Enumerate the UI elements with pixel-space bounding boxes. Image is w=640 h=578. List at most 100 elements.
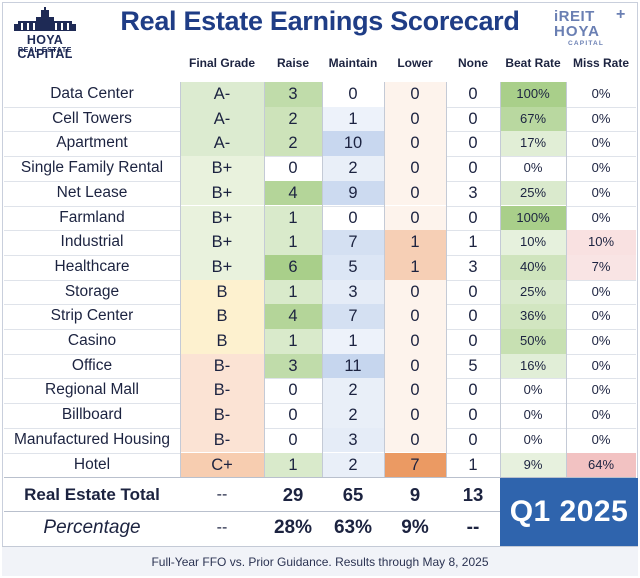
table-row: Healthcare B+ 6 5 1 3 40% 7%	[4, 254, 636, 280]
cell-lower: 0	[384, 156, 446, 181]
cell-lower: 7	[384, 452, 446, 478]
row-separator	[4, 156, 636, 158]
cell-lower: 0	[384, 403, 446, 428]
total-maintain: 65	[342, 484, 364, 505]
table-row: Regional Mall B- 0 2 0 0 0% 0%	[4, 378, 636, 404]
cell-raise: 2	[264, 106, 322, 132]
column-header-miss: Miss Rate	[572, 56, 630, 70]
cell-lower: 0	[384, 279, 446, 305]
cell-miss: 0%	[591, 86, 611, 101]
cell-raise: 0	[288, 381, 298, 400]
total-grade: --	[216, 486, 228, 503]
cell-none: 0	[468, 134, 478, 153]
cell-maintain: 2	[322, 378, 384, 404]
cell-none: 3	[468, 257, 478, 276]
cell-none: 3	[468, 183, 478, 202]
column-header-grade: Final Grade	[188, 56, 256, 70]
cell-lower: 0	[384, 378, 446, 404]
column-divider	[180, 82, 181, 477]
cell-maintain: 0	[348, 85, 358, 103]
cell-raise: 1	[264, 205, 322, 231]
cell-raise: 3	[264, 353, 322, 379]
cell-none: 0	[468, 406, 478, 425]
table-row: Cell Towers A- 2 1 0 0 67% 0%	[4, 106, 636, 132]
cell-sector: Healthcare	[54, 257, 130, 275]
cell-grade: B+	[180, 230, 264, 255]
percentage-maintain: 63%	[333, 517, 373, 538]
cell-beat: 36%	[500, 304, 566, 329]
cell-none: 0	[468, 307, 478, 326]
cell-maintain: 5	[322, 254, 384, 280]
row-separator	[4, 378, 636, 380]
cell-grade: B+	[180, 254, 264, 280]
table-row: Strip Center B 4 7 0 0 36% 0%	[4, 304, 636, 329]
cell-raise: 1	[264, 329, 322, 354]
cell-none: 1	[468, 455, 478, 474]
cell-maintain: 2	[322, 156, 384, 181]
cell-none: 0	[468, 430, 478, 449]
cell-lower: 0	[384, 353, 446, 379]
cell-none: 0	[468, 85, 478, 103]
cell-sector: Industrial	[60, 233, 124, 251]
column-header-maintain: Maintain	[328, 56, 378, 70]
cell-grade: B	[180, 304, 264, 329]
ireit-hoya-logo: iREIT + HOYA CAPITAL	[552, 6, 634, 52]
cell-lower: 0	[384, 131, 446, 157]
cell-maintain: 1	[322, 106, 384, 132]
cell-sector: Regional Mall	[45, 381, 139, 399]
cell-grade: B+	[180, 205, 264, 231]
cell-raise: 0	[288, 430, 298, 449]
cell-miss: 10%	[566, 230, 636, 255]
total-label: Real Estate Total	[24, 485, 160, 504]
cell-lower: 0	[384, 427, 446, 453]
cell-raise: 0	[288, 406, 298, 425]
cell-lower: 0	[384, 106, 446, 132]
table-row: Office B- 3 11 0 5 16% 0%	[4, 353, 636, 379]
cell-lower: 0	[384, 329, 446, 354]
cell-sector: Strip Center	[50, 307, 134, 325]
cell-beat: 0%	[523, 382, 543, 398]
logo-left-line2: REAL ESTATE	[17, 47, 73, 54]
cell-miss: 0%	[591, 110, 611, 126]
cell-beat: 0%	[523, 407, 543, 423]
cell-grade: B-	[180, 353, 264, 379]
logo-right-line2: HOYA	[554, 23, 600, 40]
cell-maintain: 3	[322, 427, 384, 453]
cell-raise: 4	[264, 180, 322, 206]
cell-sector: Casino	[67, 332, 117, 349]
percentage-grade: --	[216, 519, 228, 536]
cell-lower: 0	[384, 205, 446, 231]
cell-sector: Hotel	[73, 455, 111, 473]
totals-rule	[4, 477, 636, 478]
cell-beat: 16%	[500, 353, 566, 379]
period-badge: Q1 2025	[500, 478, 638, 546]
cell-none: 0	[468, 159, 478, 178]
column-divider	[322, 82, 323, 477]
logo-right-plus: +	[616, 6, 626, 23]
column-divider	[566, 82, 567, 477]
cell-maintain: 0	[348, 208, 358, 227]
cell-sector: Storage	[64, 282, 120, 300]
total-lower: 9	[409, 484, 421, 505]
cell-beat: 40%	[500, 254, 566, 280]
cell-miss: 0%	[591, 431, 611, 447]
table-row: Manufactured Housing B- 0 3 0 0 0% 0%	[4, 427, 636, 453]
cell-lower: 0	[384, 180, 446, 206]
table-row: Hotel C+ 1 2 7 1 9% 64%	[4, 452, 636, 478]
cell-grade: B	[180, 329, 264, 354]
row-separator	[4, 403, 636, 405]
column-header-none: None	[458, 56, 488, 70]
cell-miss: 0%	[591, 308, 611, 324]
cell-miss: 0%	[591, 382, 611, 398]
cell-grade: B	[180, 279, 264, 305]
cell-grade: B+	[180, 156, 264, 181]
cell-miss: 0%	[591, 184, 611, 200]
column-divider	[264, 82, 265, 477]
cell-none: 1	[468, 233, 478, 252]
table-row: Casino B 1 1 0 0 50% 0%	[4, 329, 636, 354]
cell-beat: 50%	[500, 329, 566, 354]
cell-none: 0	[468, 282, 478, 301]
cell-lower: 1	[384, 254, 446, 280]
footer-note: Full-Year FFO vs. Prior Guidance. Result…	[2, 546, 638, 576]
table-row: Single Family Rental B+ 0 2 0 0 0% 0%	[4, 156, 636, 181]
